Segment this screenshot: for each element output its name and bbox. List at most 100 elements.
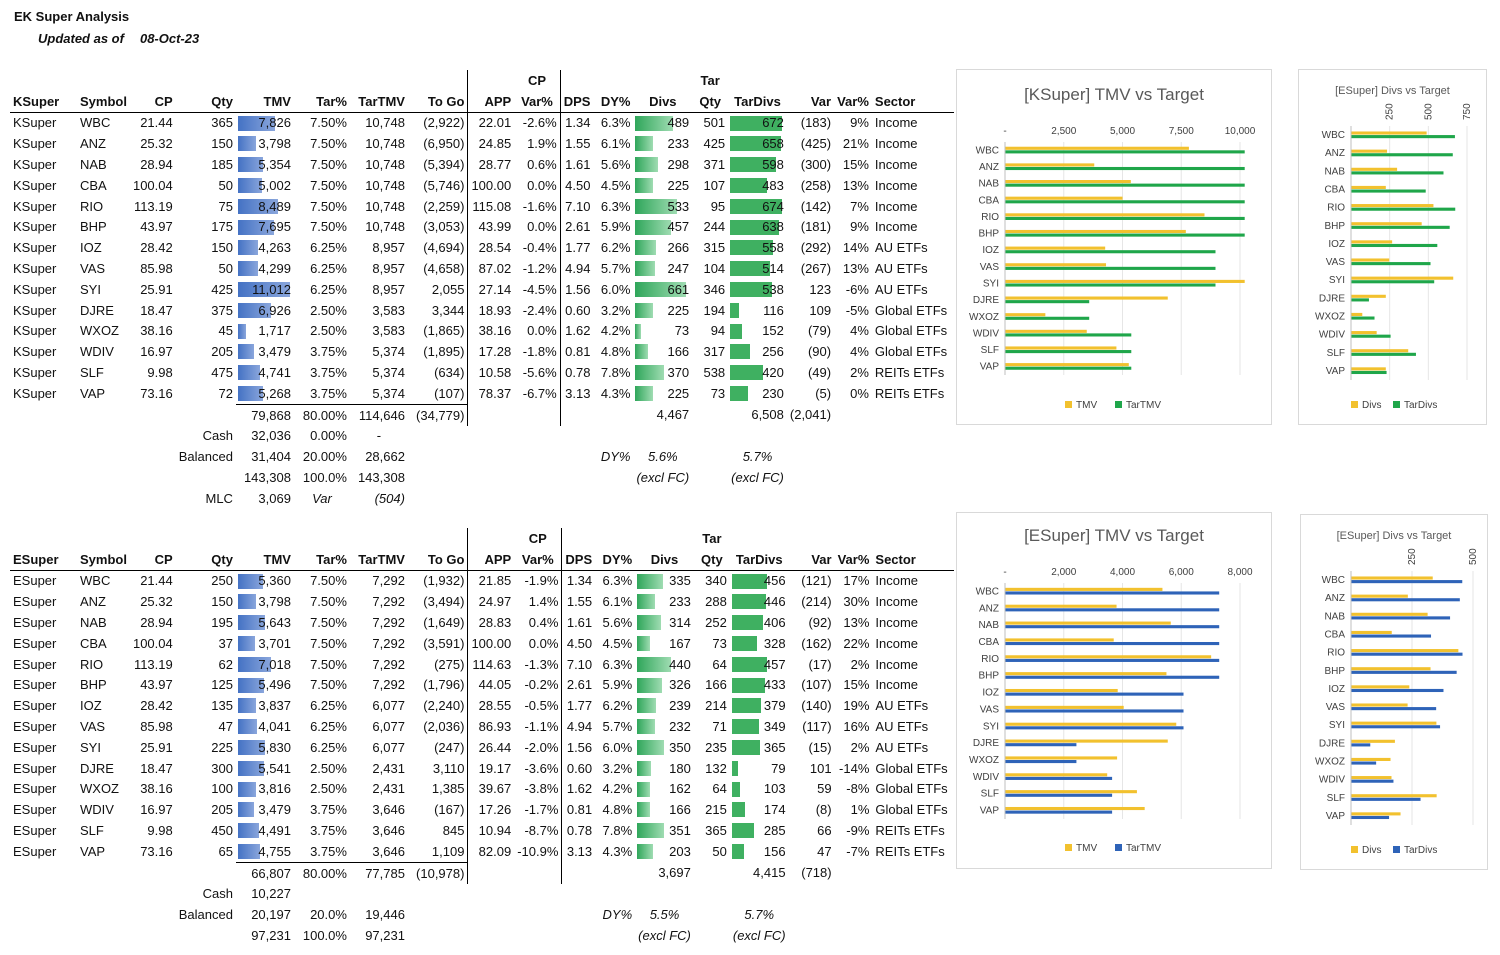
- dy-cell[interactable]: 3.2%: [600, 302, 631, 318]
- tmv-cell[interactable]: 5,643: [236, 612, 294, 633]
- tmv-cell[interactable]: 4,755: [236, 841, 294, 862]
- var-cell[interactable]: (162): [801, 635, 832, 651]
- grand-cell[interactable]: [10, 925, 77, 946]
- dps-cell[interactable]: 7.10: [561, 653, 596, 675]
- tardivs-cell[interactable]: 328: [730, 633, 789, 654]
- table-row[interactable]: ESuper RIO 113.19 62 7,018 7.50% 7,292 (275) 114…: [10, 653, 954, 675]
- acct-cell[interactable]: KSuper: [13, 344, 57, 360]
- divs-cell[interactable]: 314: [635, 612, 694, 633]
- tarqty-cell[interactable]: 50: [712, 844, 727, 860]
- bar-tardivs-wdiv[interactable]: [1351, 779, 1394, 783]
- acct-cell[interactable]: KSuper: [13, 365, 57, 381]
- grand-cell[interactable]: (excl FC): [732, 928, 786, 944]
- tarp-cell[interactable]: 7.50%: [310, 573, 347, 589]
- divs-cell[interactable]: 370: [633, 362, 692, 383]
- bar-tardivs-wxoz[interactable]: [1351, 761, 1377, 765]
- sym-cell[interactable]: DJRE: [80, 760, 114, 776]
- dps-cell[interactable]: 1.34: [561, 570, 596, 592]
- bar-tartmv-anz[interactable]: [1005, 608, 1220, 612]
- togo-cell[interactable]: (5,746): [423, 177, 465, 193]
- bar-tardivs-nab[interactable]: [1351, 171, 1444, 175]
- totals-cell[interactable]: [561, 862, 596, 884]
- tartmv-cell[interactable]: 7,292: [372, 615, 405, 631]
- cash-cell[interactable]: [872, 884, 954, 905]
- sector-cell[interactable]: Global ETFs: [875, 802, 948, 818]
- tmv-cell[interactable]: 5,354: [236, 154, 294, 175]
- bar-tartmv-vas[interactable]: [1005, 709, 1184, 713]
- tartmv-cell[interactable]: 7,292: [372, 677, 405, 693]
- bar-divs-syi[interactable]: [1351, 276, 1454, 280]
- tmv-cell[interactable]: 5,268: [236, 383, 294, 404]
- column-header[interactable]: Var: [786, 90, 835, 113]
- bar-tmv-vap[interactable]: [1005, 806, 1145, 811]
- sym-cell[interactable]: VAS: [80, 261, 106, 277]
- qty-cell[interactable]: 125: [211, 677, 233, 693]
- dps-cell[interactable]: 4.50: [561, 632, 596, 654]
- bar-tmv-cba[interactable]: [1005, 638, 1114, 642]
- bar-tardivs-bhp[interactable]: [1351, 225, 1450, 229]
- table-row[interactable]: KSuper IOZ 28.42 150 4,263 6.25% 8,957 (4,694) 2…: [10, 237, 954, 259]
- header-top-cell[interactable]: [789, 528, 835, 549]
- bar-tardivs-syi[interactable]: [1351, 725, 1441, 729]
- header-top-cell[interactable]: [10, 70, 77, 91]
- tartmv-cell[interactable]: 2,431: [372, 760, 405, 776]
- tmv-cell[interactable]: 8,489: [236, 196, 294, 217]
- mlc-cell[interactable]: [872, 488, 954, 509]
- var-cell[interactable]: (258): [800, 177, 832, 193]
- divs-cell[interactable]: 225: [633, 383, 692, 404]
- bar-tartmv-ioz[interactable]: [1005, 250, 1216, 254]
- bar-tardivs-cba[interactable]: [1351, 634, 1432, 638]
- acct-cell[interactable]: ESuper: [13, 719, 57, 735]
- bar-divs-vas[interactable]: [1351, 258, 1390, 262]
- tardivs-cell[interactable]: 79: [730, 758, 789, 779]
- bar-divs-rio[interactable]: [1351, 649, 1459, 653]
- totals-cell[interactable]: 4,415: [753, 865, 786, 881]
- varp-cell[interactable]: -14%: [839, 760, 870, 776]
- tarqty-cell[interactable]: 315: [703, 240, 726, 256]
- cash-cell[interactable]: [635, 884, 694, 905]
- header-top-cell[interactable]: [408, 528, 468, 549]
- tarp-cell[interactable]: 6.25%: [310, 719, 347, 735]
- bar-divs-cba[interactable]: [1351, 630, 1392, 634]
- divs-cell[interactable]: 162: [635, 779, 694, 800]
- cash-cell[interactable]: [633, 426, 692, 447]
- acct-cell[interactable]: ESuper: [13, 677, 57, 693]
- acct-cell[interactable]: ESuper: [13, 573, 57, 589]
- bar-divs-nab[interactable]: [1351, 167, 1398, 171]
- cash-cell[interactable]: [350, 884, 408, 905]
- cp-cell[interactable]: 28.42: [140, 698, 173, 714]
- header-top-cell[interactable]: [787, 70, 834, 91]
- column-header[interactable]: DPS: [561, 548, 596, 571]
- cp-cell[interactable]: 85.98: [140, 261, 173, 277]
- qty-cell[interactable]: 50: [218, 177, 233, 193]
- togo-cell[interactable]: (2,922): [423, 115, 465, 131]
- bar-tartmv-rio[interactable]: [1005, 658, 1220, 662]
- tmv-cell[interactable]: 4,741: [236, 362, 294, 383]
- grand-cell[interactable]: [560, 467, 593, 488]
- varp-cell[interactable]: 4%: [850, 323, 869, 339]
- tmv-cell[interactable]: 5,002: [236, 175, 294, 196]
- totals-cell[interactable]: 80.00%: [293, 403, 350, 426]
- divs-cell[interactable]: 232: [635, 716, 694, 737]
- tartmv-cell[interactable]: 3,646: [372, 823, 405, 839]
- tartmv-cell[interactable]: 8,957: [372, 261, 405, 277]
- togo-cell[interactable]: 845: [442, 823, 465, 839]
- var-cell[interactable]: (121): [801, 573, 832, 589]
- totals-cell[interactable]: 3,697: [658, 865, 691, 881]
- sym-cell[interactable]: WXOZ: [80, 781, 119, 797]
- dy-cell[interactable]: 5.9%: [602, 677, 633, 693]
- divs-cell[interactable]: 167: [635, 633, 694, 654]
- grand-cell[interactable]: 97,231: [365, 928, 405, 944]
- varp-cell[interactable]: 30%: [843, 594, 870, 610]
- cash-cell[interactable]: [562, 884, 595, 905]
- bar-tardivs-wdiv[interactable]: [1351, 334, 1391, 338]
- header-top-cell[interactable]: [236, 528, 294, 549]
- bar-divs-wdiv[interactable]: [1351, 776, 1392, 780]
- var-cell[interactable]: (292): [800, 240, 832, 256]
- bar-tmv-wdiv[interactable]: [1005, 773, 1108, 777]
- tarqty-cell[interactable]: 194: [703, 302, 726, 318]
- var-cell[interactable]: (90): [807, 344, 832, 360]
- app-cell[interactable]: 18.93: [467, 299, 515, 321]
- mlc-cell[interactable]: [692, 488, 728, 509]
- varp-cell[interactable]: 15%: [843, 677, 870, 693]
